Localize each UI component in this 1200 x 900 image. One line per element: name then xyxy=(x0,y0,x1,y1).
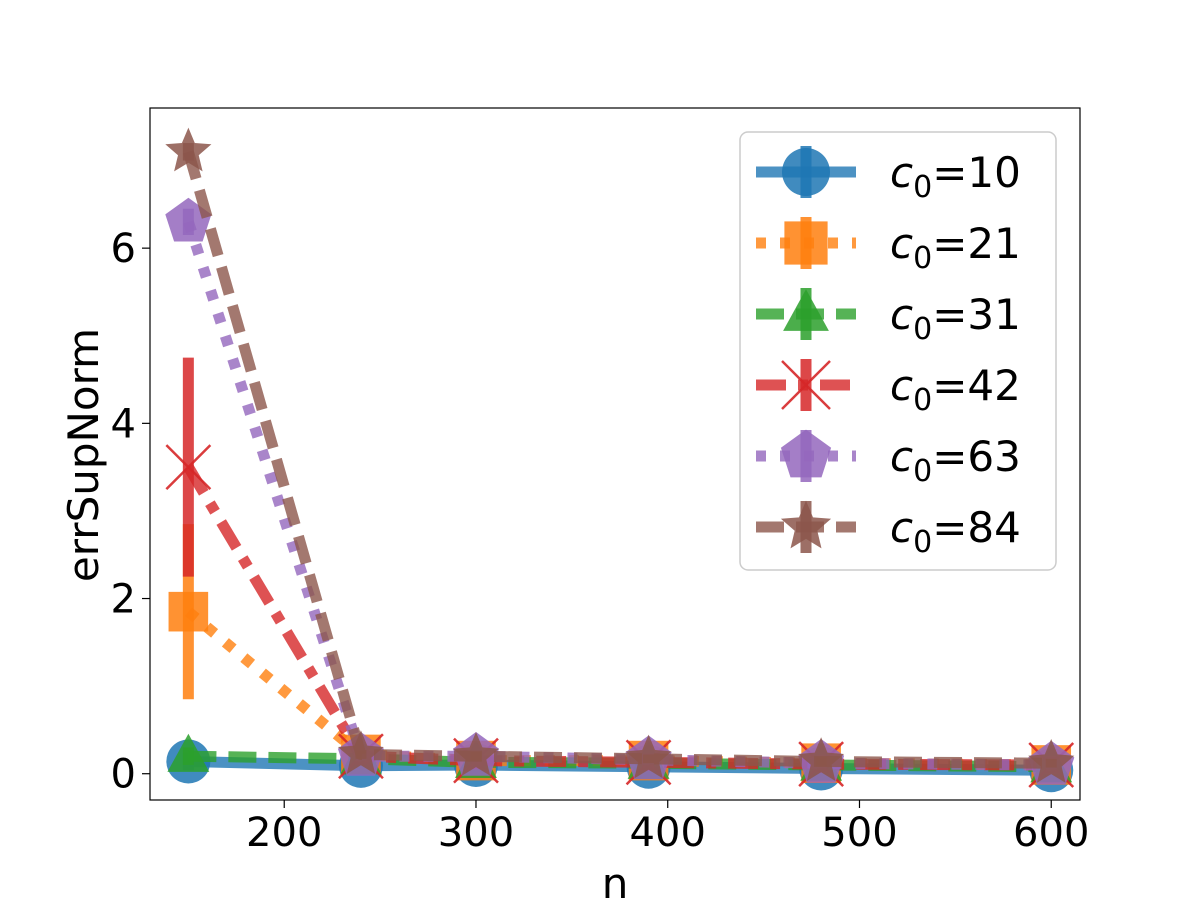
marker-triangle xyxy=(167,733,210,772)
legend-label: c0=84 xyxy=(890,503,1021,560)
series-group xyxy=(165,127,1075,783)
y-tick-label: 6 xyxy=(111,226,136,272)
marker-x-stroke xyxy=(781,360,831,410)
legend-label: c0=10 xyxy=(890,148,1021,205)
ticks-layer: 200 300 400 500 600 0 2 4 6 xyxy=(111,226,1090,856)
x-tick-label: 600 xyxy=(1013,810,1089,856)
x-tick-label: 400 xyxy=(630,810,706,856)
marker-star xyxy=(1028,739,1075,783)
marker-square xyxy=(784,221,828,265)
series-layer xyxy=(165,127,1075,793)
marker-star xyxy=(453,732,499,776)
x-tick-label: 200 xyxy=(246,810,322,856)
axes-frame xyxy=(149,107,1081,801)
marker-x xyxy=(781,360,831,410)
y-tick-label: 4 xyxy=(111,401,136,447)
x-tick-label: 500 xyxy=(821,810,897,856)
y-tick-label: 0 xyxy=(111,752,136,798)
marker-star xyxy=(798,737,845,781)
marker-star xyxy=(780,500,832,549)
legend-label: c0=63 xyxy=(890,432,1021,489)
legend-label: c0=42 xyxy=(890,361,1021,418)
marker-triangle xyxy=(783,289,829,331)
marker-star xyxy=(337,730,384,774)
legend: c0=10 c0=21 c0=31 c0=42 c0=63 c0=84 xyxy=(739,131,1057,571)
x-tick-label: 300 xyxy=(438,810,514,856)
marker-x xyxy=(165,444,212,491)
marker-square xyxy=(168,591,209,632)
x-axis-label: n xyxy=(602,859,629,900)
marker-x-stroke xyxy=(165,444,212,491)
marker-circle xyxy=(782,148,830,196)
y-axis-label: errSupNorm xyxy=(59,328,108,582)
marker-star xyxy=(625,734,672,779)
legend-label: c0=31 xyxy=(890,290,1021,347)
y-tick-label: 2 xyxy=(111,577,136,623)
series-line xyxy=(183,150,1052,769)
marker-pentagon xyxy=(780,429,832,478)
marker-star xyxy=(165,127,212,172)
legend-label: c0=21 xyxy=(890,219,1021,276)
